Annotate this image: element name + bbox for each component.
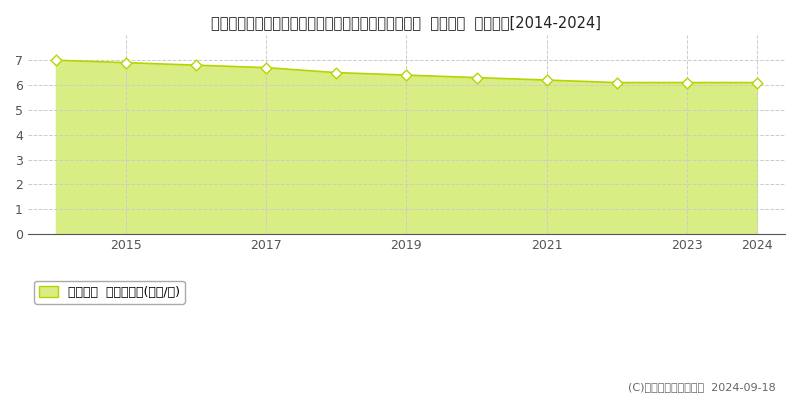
Point — [120, 60, 133, 66]
Point — [610, 79, 623, 86]
Point — [190, 62, 202, 68]
Point — [750, 79, 763, 86]
Point — [540, 77, 553, 83]
Text: (C)土地価格ドットコム  2024-09-18: (C)土地価格ドットコム 2024-09-18 — [628, 382, 776, 392]
Point — [330, 70, 342, 76]
Point — [681, 79, 694, 86]
Point — [400, 72, 413, 78]
Point — [260, 64, 273, 71]
Legend: 基準地価  平均坪単価(万円/坪): 基準地価 平均坪単価(万円/坪) — [34, 280, 185, 304]
Point — [470, 74, 483, 81]
Title: 和歌山県日高郡日高町大字荊木字萩之前６３５番２外  基準地価  地価推移[2014-2024]: 和歌山県日高郡日高町大字荊木字萩之前６３５番２外 基準地価 地価推移[2014-… — [211, 15, 602, 30]
Point — [50, 57, 62, 63]
